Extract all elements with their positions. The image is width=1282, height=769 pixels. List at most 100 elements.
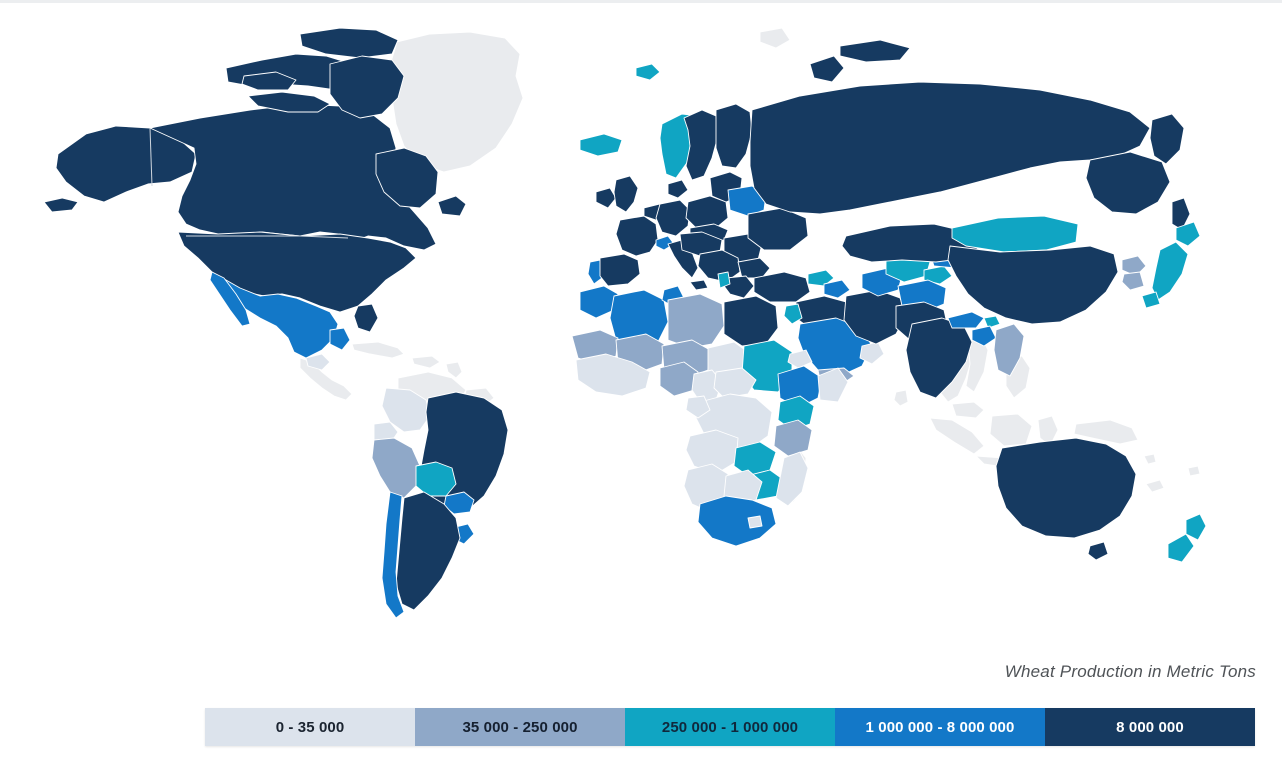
region-sulawesi[interactable] [1037, 415, 1059, 447]
region-germany[interactable] [656, 200, 690, 236]
region-united-kingdom[interactable] [614, 176, 638, 212]
region-myanmar[interactable] [994, 324, 1024, 376]
region-canada[interactable] [150, 104, 436, 250]
region-new-zealand-south[interactable] [1168, 534, 1194, 562]
region-sicily[interactable] [690, 280, 708, 290]
region-fiji[interactable] [1187, 465, 1201, 477]
region-sri-lanka[interactable] [893, 389, 909, 407]
region-sweden[interactable] [684, 110, 718, 180]
region-bolivia[interactable] [416, 462, 456, 496]
region-florida[interactable] [354, 304, 378, 332]
region-caribbean-lesser[interactable] [445, 361, 463, 379]
region-hispaniola[interactable] [411, 355, 441, 369]
legend-bin-2[interactable]: 250 000 - 1 000 000 [625, 708, 835, 746]
region-belarus[interactable] [728, 186, 766, 216]
region-mozambique[interactable] [776, 452, 808, 506]
region-australia[interactable] [996, 438, 1136, 538]
region-cuba[interactable] [351, 341, 405, 359]
region-new-caledonia[interactable] [1145, 479, 1165, 493]
region-ethiopia[interactable] [778, 366, 822, 408]
region-russia-kamchatka[interactable] [1150, 114, 1184, 164]
region-gabon[interactable] [686, 396, 710, 418]
region-argentina[interactable] [396, 492, 460, 610]
region-japan-kyushu[interactable] [1142, 292, 1160, 308]
region-new-zealand-north[interactable] [1186, 514, 1206, 540]
region-central-america[interactable] [299, 357, 353, 401]
region-china[interactable] [948, 246, 1118, 324]
world-choropleth-map[interactable] [0, 6, 1282, 646]
region-canada-labrador[interactable] [376, 148, 438, 208]
region-svalbard[interactable] [759, 27, 791, 49]
region-south-africa[interactable] [698, 496, 776, 546]
region-bhutan[interactable] [984, 316, 1000, 328]
legend-bin-3-label: 1 000 000 - 8 000 000 [865, 718, 1015, 736]
region-libya[interactable] [668, 294, 724, 348]
region-guatemala[interactable] [306, 354, 330, 370]
region-peru[interactable] [372, 438, 420, 498]
region-car[interactable] [714, 368, 756, 398]
region-yucatan[interactable] [330, 328, 350, 350]
region-bangladesh[interactable] [972, 326, 996, 346]
region-south-korea[interactable] [1122, 272, 1144, 290]
region-canada-victoria[interactable] [242, 72, 296, 90]
region-canada-arctic-2[interactable] [300, 28, 398, 58]
region-alaska[interactable] [56, 126, 196, 202]
region-russia-arctic-islands[interactable] [840, 40, 910, 62]
region-somalia[interactable] [818, 368, 848, 402]
map-internal-borders [149, 127, 349, 239]
region-colombia[interactable] [382, 388, 430, 432]
legend-bin-3[interactable]: 1 000 000 - 8 000 000 [835, 708, 1045, 746]
region-lesotho[interactable] [748, 516, 762, 528]
region-sakhalin[interactable] [1172, 198, 1190, 230]
region-newfoundland[interactable] [438, 196, 466, 216]
region-israel-jordan[interactable] [784, 304, 802, 324]
region-portugal[interactable] [588, 260, 602, 284]
region-denmark[interactable] [668, 180, 688, 198]
region-albania[interactable] [718, 272, 730, 288]
region-russia-far-east[interactable] [1086, 152, 1170, 214]
region-west-africa[interactable] [576, 354, 650, 396]
region-pacific-islands[interactable] [1143, 453, 1157, 465]
region-finland[interactable] [716, 104, 752, 168]
region-aleutians[interactable] [44, 198, 78, 212]
legend-bin-0[interactable]: 0 - 35 000 [205, 708, 415, 746]
region-iceland[interactable] [580, 134, 622, 156]
region-russia-novaya-zemlya[interactable] [810, 56, 844, 82]
region-france[interactable] [616, 216, 658, 256]
region-faroe-islands[interactable] [636, 64, 660, 80]
region-angola[interactable] [686, 430, 738, 474]
region-tanzania[interactable] [774, 420, 812, 456]
region-georgia[interactable] [808, 270, 834, 286]
region-canada-baffin[interactable] [330, 56, 404, 118]
region-ireland[interactable] [596, 188, 616, 208]
map-svg[interactable] [0, 6, 1282, 646]
region-spain[interactable] [600, 254, 640, 286]
region-eritrea[interactable] [788, 350, 812, 368]
region-japan[interactable] [1152, 242, 1188, 300]
region-greenland[interactable] [387, 31, 524, 173]
legend-bin-1[interactable]: 35 000 - 250 000 [415, 708, 625, 746]
legend-bin-4[interactable]: 8 000 000 [1045, 708, 1255, 746]
legend[interactable]: 0 - 35 000 35 000 - 250 000 250 000 - 1 … [205, 708, 1255, 746]
region-turkey[interactable] [754, 272, 810, 302]
region-poland[interactable] [686, 196, 728, 228]
region-japan-hokkaido[interactable] [1176, 222, 1200, 246]
region-tasmania[interactable] [1088, 542, 1108, 560]
top-divider [0, 0, 1282, 3]
region-chile[interactable] [382, 492, 404, 618]
region-malaysia[interactable] [951, 401, 985, 419]
region-borneo[interactable] [989, 413, 1033, 447]
region-sumatra[interactable] [929, 417, 985, 455]
region-papua-new-guinea[interactable] [1073, 419, 1139, 445]
region-nepal[interactable] [948, 312, 984, 328]
region-mongolia[interactable] [952, 216, 1078, 252]
region-north-korea[interactable] [1122, 256, 1146, 276]
region-baja-california[interactable] [210, 272, 250, 326]
region-egypt[interactable] [724, 296, 778, 346]
region-kenya[interactable] [778, 396, 814, 430]
region-russia[interactable] [750, 82, 1150, 214]
region-ukraine[interactable] [748, 208, 808, 250]
region-canada-arctic-3[interactable] [248, 92, 330, 112]
region-armenia-azerbaijan[interactable] [824, 280, 850, 298]
region-bulgaria[interactable] [738, 258, 770, 278]
